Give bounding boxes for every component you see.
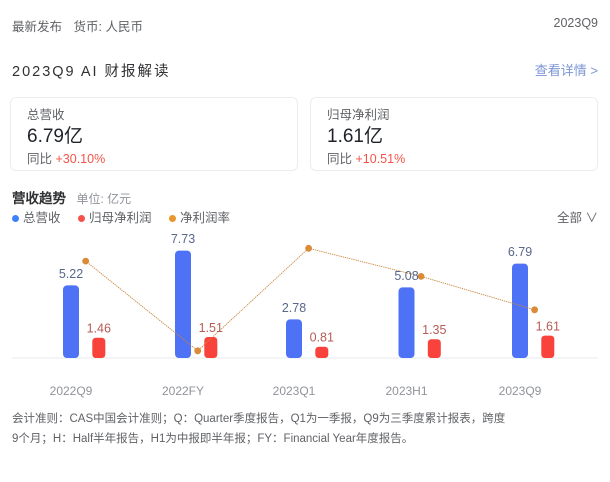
svg-text:1.35: 1.35	[422, 323, 446, 337]
svg-text:1.51: 1.51	[199, 321, 223, 335]
svg-text:1.46: 1.46	[87, 322, 111, 336]
svg-text:2023Q9: 2023Q9	[499, 384, 542, 398]
svg-text:5.22: 5.22	[59, 267, 83, 281]
svg-text:2023Q1: 2023Q1	[273, 384, 316, 398]
svg-text:7.73: 7.73	[171, 232, 195, 246]
svg-text:5.08: 5.08	[394, 269, 418, 283]
svg-text:2022Q9: 2022Q9	[50, 384, 93, 398]
svg-text:0.81: 0.81	[310, 331, 334, 345]
svg-text:2022FY: 2022FY	[162, 384, 204, 398]
svg-text:2.78: 2.78	[282, 301, 306, 315]
svg-text:1.61: 1.61	[536, 319, 560, 333]
svg-text:6.79: 6.79	[508, 245, 532, 259]
svg-text:2023H1: 2023H1	[385, 384, 427, 398]
